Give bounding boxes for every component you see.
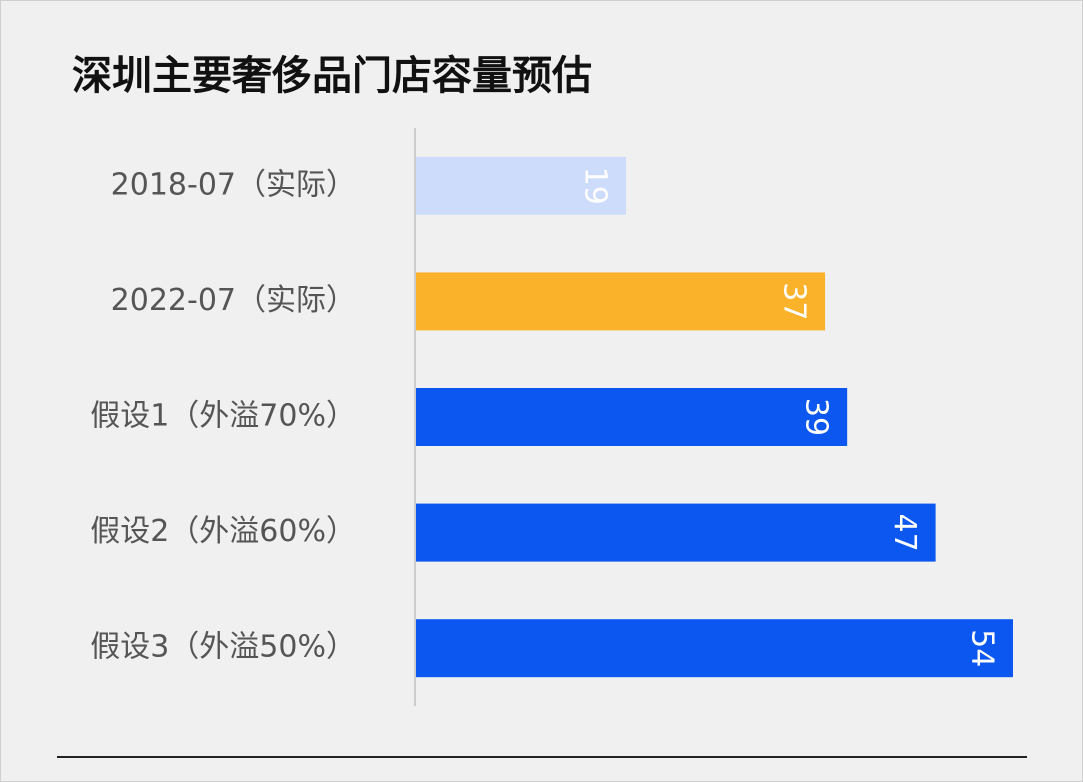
category-label: 假设3（外溢50%） <box>90 630 356 665</box>
category-label: 2018-07（实际） <box>111 167 356 202</box>
value-label: 37 <box>777 282 812 320</box>
value-label: 54 <box>965 629 1000 667</box>
chart-title: 深圳主要奢侈品门店容量预估 <box>72 53 592 99</box>
category-label: 假设1（外溢70%） <box>90 399 356 434</box>
category-label: 2022-07（实际） <box>111 283 356 318</box>
value-label: 19 <box>578 167 613 205</box>
bar <box>416 272 826 331</box>
bar <box>416 503 936 562</box>
bar <box>416 156 627 215</box>
value-label: 47 <box>887 514 922 552</box>
bar <box>416 388 848 446</box>
bar <box>416 619 1013 678</box>
value-label: 39 <box>799 398 834 436</box>
category-label: 假设2（外溢60%） <box>90 514 356 549</box>
